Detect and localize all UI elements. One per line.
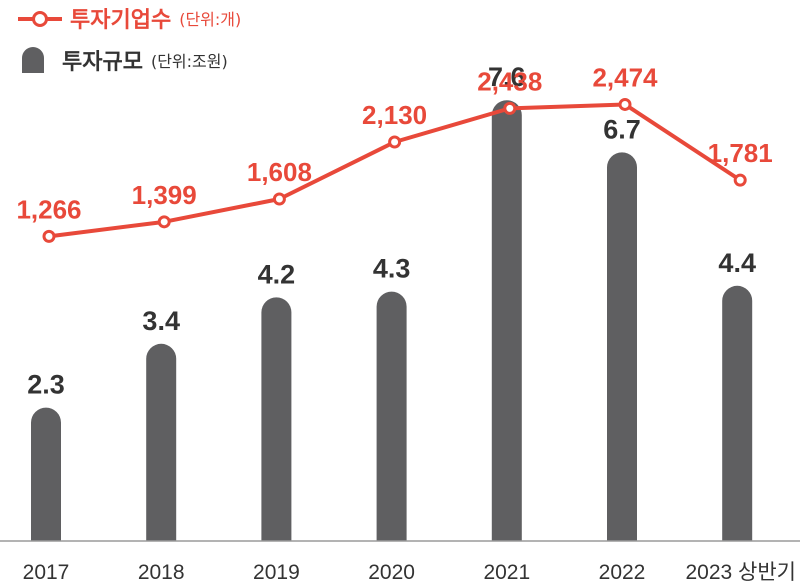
line-value-label: 1,399 [132,180,197,210]
line-point-2017 [42,229,56,243]
legend-line-series: 투자기업수 (단위:개) [18,2,241,34]
bar-2020 [376,291,407,541]
line-point-2020 [388,135,402,149]
x-tick-label: 2019 [253,561,300,584]
bar-2019 [261,297,292,541]
line-point-2022 [618,97,632,111]
x-tick-label: 2023 상반기 [685,561,796,584]
bar-2022 [607,152,637,541]
line-marker-icon [18,7,62,29]
bar-value-label: 4.2 [258,259,296,289]
line-point-2019 [272,192,286,206]
bar-2023 상반기 [722,285,753,541]
bar-swatch-icon [22,47,44,73]
bar-value-label: 6.7 [603,114,641,144]
legend-bar-title: 투자규모 [62,50,143,75]
bar-value-label: 7.6 [488,62,526,92]
line-value-label: 2,474 [592,62,658,92]
line-point-2018 [157,215,171,229]
bar-value-label: 4.4 [718,248,756,278]
line-point-2023 상반기 [733,173,747,187]
bar-2018 [146,343,177,541]
line-value-label: 1,781 [708,138,773,168]
legend-bar-unit: (단위:조원) [150,52,228,71]
x-tick-label: 2020 [368,561,415,584]
x-tick-label: 2022 [599,561,646,584]
line-value-label: 1,608 [247,157,312,187]
x-tick-label: 2021 [483,561,530,584]
legend-bar-series: 투자규모 (단위:조원) [18,44,228,76]
bar-value-label: 4.3 [373,254,411,284]
legend-line-unit: (단위:개) [179,10,242,29]
line-value-label: 1,266 [16,194,81,224]
x-tick-label: 2018 [138,561,185,584]
bar-value-label: 2.3 [27,370,65,400]
legend-line-title: 투자기업수 [70,8,172,33]
bar-2021 [491,100,522,541]
bar-value-label: 3.4 [142,306,180,336]
x-tick-label: 2017 [23,561,70,584]
line-point-2021 [503,101,517,115]
line-value-label: 2,438 [477,66,542,96]
line-value-label: 2,130 [362,100,427,130]
bar-2017 [31,407,61,541]
